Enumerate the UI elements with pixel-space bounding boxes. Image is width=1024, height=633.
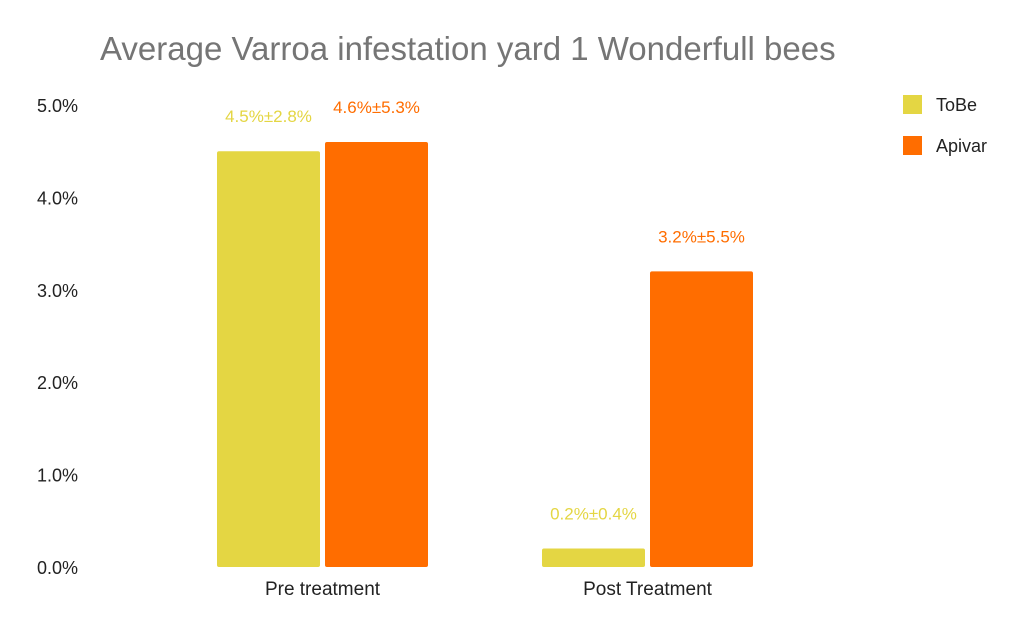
legend-swatch-tobe (903, 95, 922, 114)
legend-label: ToBe (936, 95, 977, 115)
y-axis: 0.0% 1.0% 2.0% 3.0% 4.0% 5.0% (37, 96, 78, 578)
legend-label: Apivar (936, 136, 987, 156)
x-category-label: Pre treatment (265, 579, 381, 600)
data-label: 3.2%±5.5% (658, 227, 745, 246)
x-axis: Pre treatment Post Treatment (265, 579, 713, 600)
y-tick-label: 2.0% (37, 373, 78, 393)
data-label: 0.2%±0.4% (550, 505, 637, 524)
y-tick-label: 3.0% (37, 281, 78, 301)
bars (217, 141, 753, 567)
data-label: 4.6%±5.3% (333, 98, 420, 117)
legend: ToBe Apivar (903, 95, 987, 156)
bar-apivar-1 (325, 141, 428, 567)
bar-apivar-2 (650, 271, 753, 567)
x-category-label: Post Treatment (583, 579, 713, 600)
y-tick-label: 1.0% (37, 466, 78, 486)
bar-tobe-1 (217, 151, 320, 567)
chart-title: Average Varroa infestation yard 1 Wonder… (100, 30, 836, 67)
bar-tobe-2 (542, 548, 645, 567)
y-tick-label: 4.0% (37, 188, 78, 208)
data-label: 4.5%±2.8% (225, 107, 312, 126)
y-tick-label: 5.0% (37, 96, 78, 116)
legend-swatch-apivar (903, 136, 922, 155)
data-labels: 4.5%±2.8% 4.6%±5.3% 0.2%±0.4% 3.2%±5.5% (225, 98, 745, 524)
y-tick-label: 0.0% (37, 558, 78, 578)
